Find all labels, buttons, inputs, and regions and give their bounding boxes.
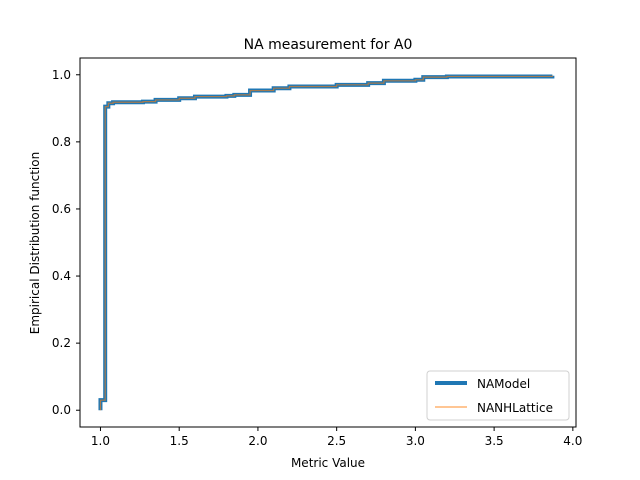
y-axis-label: Empirical Distribution function xyxy=(28,152,42,334)
legend-label-namodel: NAModel xyxy=(477,377,530,391)
y-tick-label: 0.0 xyxy=(52,403,71,417)
legend-label-nanhlattice: NANHLattice xyxy=(477,401,553,415)
y-tick-label: 1.0 xyxy=(52,68,71,82)
x-axis-ticks: 1.0 1.5 2.0 2.5 3.0 3.5 4.0 xyxy=(91,427,582,448)
x-tick-label: 3.5 xyxy=(485,434,504,448)
x-tick-label: 1.5 xyxy=(170,434,189,448)
y-axis-ticks: 0.0 0.2 0.4 0.6 0.8 1.0 xyxy=(52,68,80,417)
series-layer xyxy=(98,74,555,411)
y-tick-label: 0.6 xyxy=(52,202,71,216)
y-tick-label: 0.2 xyxy=(52,336,71,350)
x-tick-label: 2.5 xyxy=(327,434,346,448)
x-axis-label: Metric Value xyxy=(291,456,365,470)
x-tick-label: 3.0 xyxy=(406,434,425,448)
y-tick-label: 0.8 xyxy=(52,135,71,149)
axes-frame xyxy=(79,57,577,428)
x-tick-label: 2.0 xyxy=(248,434,267,448)
legend: NAModel NANHLattice xyxy=(426,370,570,421)
x-tick-label: 1.0 xyxy=(91,434,110,448)
series-line-nanhlattice xyxy=(99,75,553,411)
chart-title: NA measurement for A0 xyxy=(244,37,413,53)
x-tick-label: 4.0 xyxy=(563,434,582,448)
y-tick-label: 0.4 xyxy=(52,269,71,283)
